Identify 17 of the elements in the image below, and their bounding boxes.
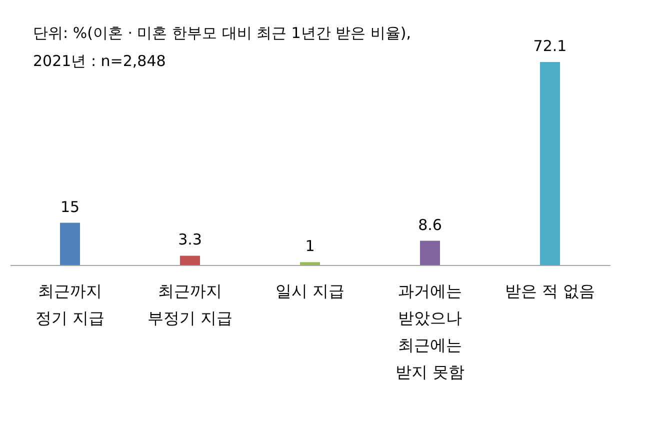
data-label: 72.1 xyxy=(533,37,567,55)
data-label: 8.6 xyxy=(418,216,442,234)
bar xyxy=(420,240,440,265)
chart-subtitle: 2021년 : n=2,848 xyxy=(33,52,166,70)
data-label: 1 xyxy=(305,237,315,256)
x-tick-label: 받은 적 없음 xyxy=(504,282,596,300)
chart-title: 단위: %(이혼 · 미혼 한부모 대비 최근 1년간 받은 비율), xyxy=(33,24,412,42)
x-tick-label: 최근까지 부정기 지급 xyxy=(147,282,233,328)
bar xyxy=(60,222,80,265)
bar xyxy=(300,262,320,265)
bar xyxy=(180,256,200,265)
x-tick-label: 최근까지 정기 지급 xyxy=(35,282,105,328)
x-tick-label: 일시 지급 xyxy=(275,282,345,300)
data-label: 15 xyxy=(60,198,80,216)
x-tick-label: 과거에는 받았으나 최근에는 받지 못함 xyxy=(395,282,465,382)
data-label: 3.3 xyxy=(178,230,202,249)
bar xyxy=(540,62,560,265)
